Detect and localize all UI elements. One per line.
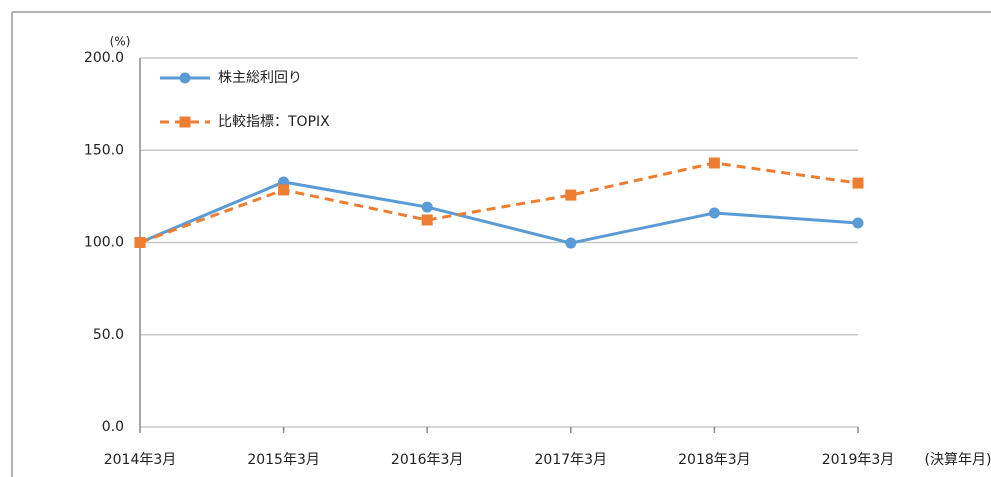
series-line <box>139 180 859 245</box>
data-point <box>421 201 433 213</box>
data-point <box>421 214 433 226</box>
data-point <box>278 184 290 196</box>
data-point <box>852 177 864 189</box>
legend-label: 株主総利回り <box>218 70 302 86</box>
y-tick-label: 50.0 <box>93 327 124 343</box>
x-tick-label: 2017年3月 <box>535 452 608 468</box>
y-unit: (%) <box>110 35 131 49</box>
x-tick-label: 2015年3月 <box>247 452 320 468</box>
legend-marker <box>179 72 191 84</box>
y-tick-label: 200.0 <box>84 50 124 66</box>
x-tick-label: 2014年3月 <box>104 452 177 468</box>
legend-label: 比較指標：TOPIX <box>218 114 330 130</box>
x-tick-label: 2016年3月 <box>391 452 464 468</box>
data-point <box>708 157 720 169</box>
y-tick-label: 100.0 <box>84 235 124 251</box>
x-axis-label: (決算年月) <box>925 452 991 468</box>
series-line <box>139 161 859 244</box>
data-point <box>134 237 146 248</box>
legend-marker <box>179 116 191 128</box>
data-point <box>565 189 577 201</box>
y-tick-label: 0.0 <box>102 419 124 435</box>
x-tick-label: 2019年3月 <box>822 452 895 468</box>
y-tick-label: 150.0 <box>84 142 124 158</box>
data-point <box>565 237 577 249</box>
data-point <box>708 207 720 219</box>
data-point <box>852 217 864 229</box>
x-tick-label: 2018年3月 <box>678 452 751 468</box>
